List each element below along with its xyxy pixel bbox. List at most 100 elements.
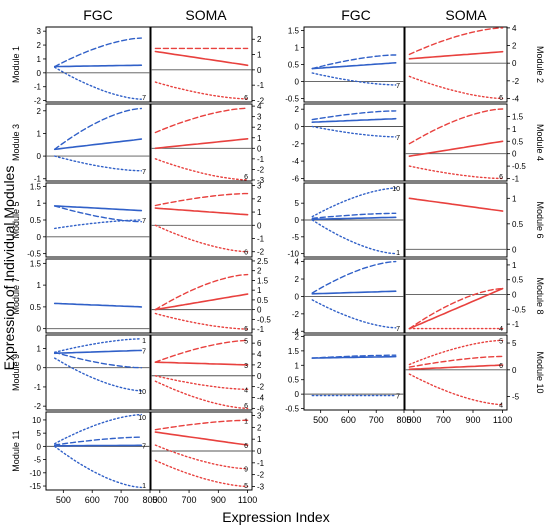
- module-label: Module 9: [11, 354, 21, 391]
- panel-frame: [303, 334, 405, 411]
- y-tick-label: 2: [295, 105, 300, 114]
- dashed-series-line: [154, 192, 249, 207]
- y-tick-label: 2: [257, 123, 262, 132]
- end-label: 7: [142, 169, 146, 176]
- x-tick-label: 800: [142, 495, 157, 505]
- y-tick-label: 0.5: [257, 296, 269, 305]
- end-label: 1: [396, 250, 400, 257]
- y-tick-label: -6: [292, 174, 300, 183]
- end-label: 9: [244, 467, 248, 474]
- dotted-series-line: [311, 299, 397, 329]
- y-tick-label: -2: [257, 165, 265, 174]
- module-label: Module 8: [535, 277, 545, 314]
- dashed-series-line: [311, 354, 397, 359]
- module-label: Module 11: [11, 430, 21, 471]
- y-tick-label: 1: [37, 281, 42, 290]
- y-tick-label: -2: [292, 310, 300, 319]
- panel-frame: [45, 334, 151, 411]
- soma-panel: 0 0.5 1 Module 6: [404, 182, 545, 258]
- panel-frame: [404, 334, 508, 411]
- y-tick-label: -0.5: [27, 250, 41, 259]
- y-tick-label: 5: [295, 199, 300, 208]
- x-tick-label: 900: [211, 495, 226, 505]
- solid-series-line: [311, 117, 397, 123]
- y-tick-label: 0.5: [512, 220, 524, 229]
- solid-series-line: [311, 355, 397, 359]
- module-label: Module 4: [535, 124, 545, 161]
- y-tick-label: 0.5: [512, 276, 524, 285]
- y-tick-label: -2: [257, 248, 265, 257]
- y-tick-label: -4: [512, 94, 520, 103]
- soma-panel: -5 0 5 4 5 6 Module 10 500 700 900 1100: [404, 334, 545, 425]
- y-tick-label: 1.5: [512, 112, 524, 121]
- solid-series-line: [154, 293, 249, 311]
- x-tick-label: 600: [85, 495, 100, 505]
- dotted-series-line-2: [154, 380, 249, 410]
- y-tick-label: 4: [295, 258, 300, 267]
- module-label: Module 5: [11, 201, 21, 238]
- y-tick-label: 0: [295, 292, 300, 301]
- module-label: Module 7: [11, 277, 21, 314]
- y-tick-label: 0: [512, 150, 517, 159]
- y-tick-label: 1: [512, 194, 517, 203]
- soma-panel: -6-4 -2 0 2 4 6 4 6 3 5: [150, 334, 265, 413]
- y-tick-label: 0: [37, 152, 42, 161]
- end-label: 6: [244, 95, 248, 102]
- y-tick-label: 0: [37, 364, 42, 373]
- y-tick-label: 3: [37, 27, 42, 36]
- end-label: 4: [499, 403, 503, 410]
- panel-frame: [45, 103, 151, 182]
- y-tick-label: 2: [257, 195, 262, 204]
- y-tick-label: 0.5: [512, 137, 524, 146]
- y-tick-label: 0: [512, 291, 517, 300]
- x-tick-label: 700: [436, 415, 451, 425]
- y-tick-label: 2: [257, 423, 262, 432]
- dashed-series-line: [154, 107, 249, 134]
- dashed-series-line: [54, 107, 143, 151]
- end-label: 6: [244, 326, 248, 333]
- solid-series-line: [154, 50, 249, 67]
- dashed-series-line: [311, 110, 397, 121]
- dotted-series-line: [154, 375, 249, 390]
- fgc-panel: -4 -2 0 2 4 7: [292, 258, 405, 336]
- end-label: 1: [142, 338, 146, 345]
- y-tick-label: 0: [257, 144, 262, 153]
- x-tick-label: 900: [465, 415, 480, 425]
- dashed-series-line: [408, 287, 504, 330]
- x-tick-label: 500: [152, 495, 167, 505]
- solid-series-line: [408, 364, 504, 371]
- end-label: 6: [499, 363, 503, 370]
- end-label: 4: [244, 387, 248, 394]
- solid-series-line: [53, 349, 143, 355]
- y-tick-label: 4: [257, 350, 262, 359]
- soma-panel: -1 -0.5 0 0.5 1 4 Module 8: [404, 258, 545, 334]
- solid-series-line: [53, 64, 143, 68]
- y-tick-label: -2: [257, 96, 265, 105]
- x-tick-label: 500: [56, 495, 71, 505]
- end-label: 3: [244, 363, 248, 370]
- y-tick-label: -2: [292, 140, 300, 149]
- y-tick-label: -15: [29, 482, 41, 491]
- y-tick-label: 1: [257, 286, 262, 295]
- end-label: 4: [499, 326, 503, 333]
- y-tick-label: -1: [257, 459, 265, 468]
- fgc-panel: -6 -4 -2 0 2 7: [292, 103, 405, 183]
- solid-series-line: [408, 287, 504, 330]
- panel-frame: [404, 26, 508, 103]
- dotted-series-line: [154, 224, 249, 253]
- end-label: 10: [138, 415, 146, 422]
- fgc-panel: -0.5 0 0.5 1 1.5 7 Module 5: [11, 182, 151, 259]
- y-tick-label: -2: [257, 383, 265, 392]
- y-tick-label: 2.5: [257, 257, 269, 266]
- y-tick-label: -1: [257, 235, 265, 244]
- y-tick-label: -2: [34, 97, 42, 106]
- dotted-series-line: [408, 75, 504, 100]
- end-label: 7: [396, 394, 400, 401]
- y-tick-label: 1.5: [30, 259, 42, 268]
- dashed-series-line: [54, 37, 143, 68]
- y-tick-label: 10: [32, 416, 41, 425]
- solid-series-line: [154, 138, 249, 150]
- x-tick-label: 1100: [493, 415, 512, 425]
- col-header-fgc-left: FGC: [83, 7, 113, 23]
